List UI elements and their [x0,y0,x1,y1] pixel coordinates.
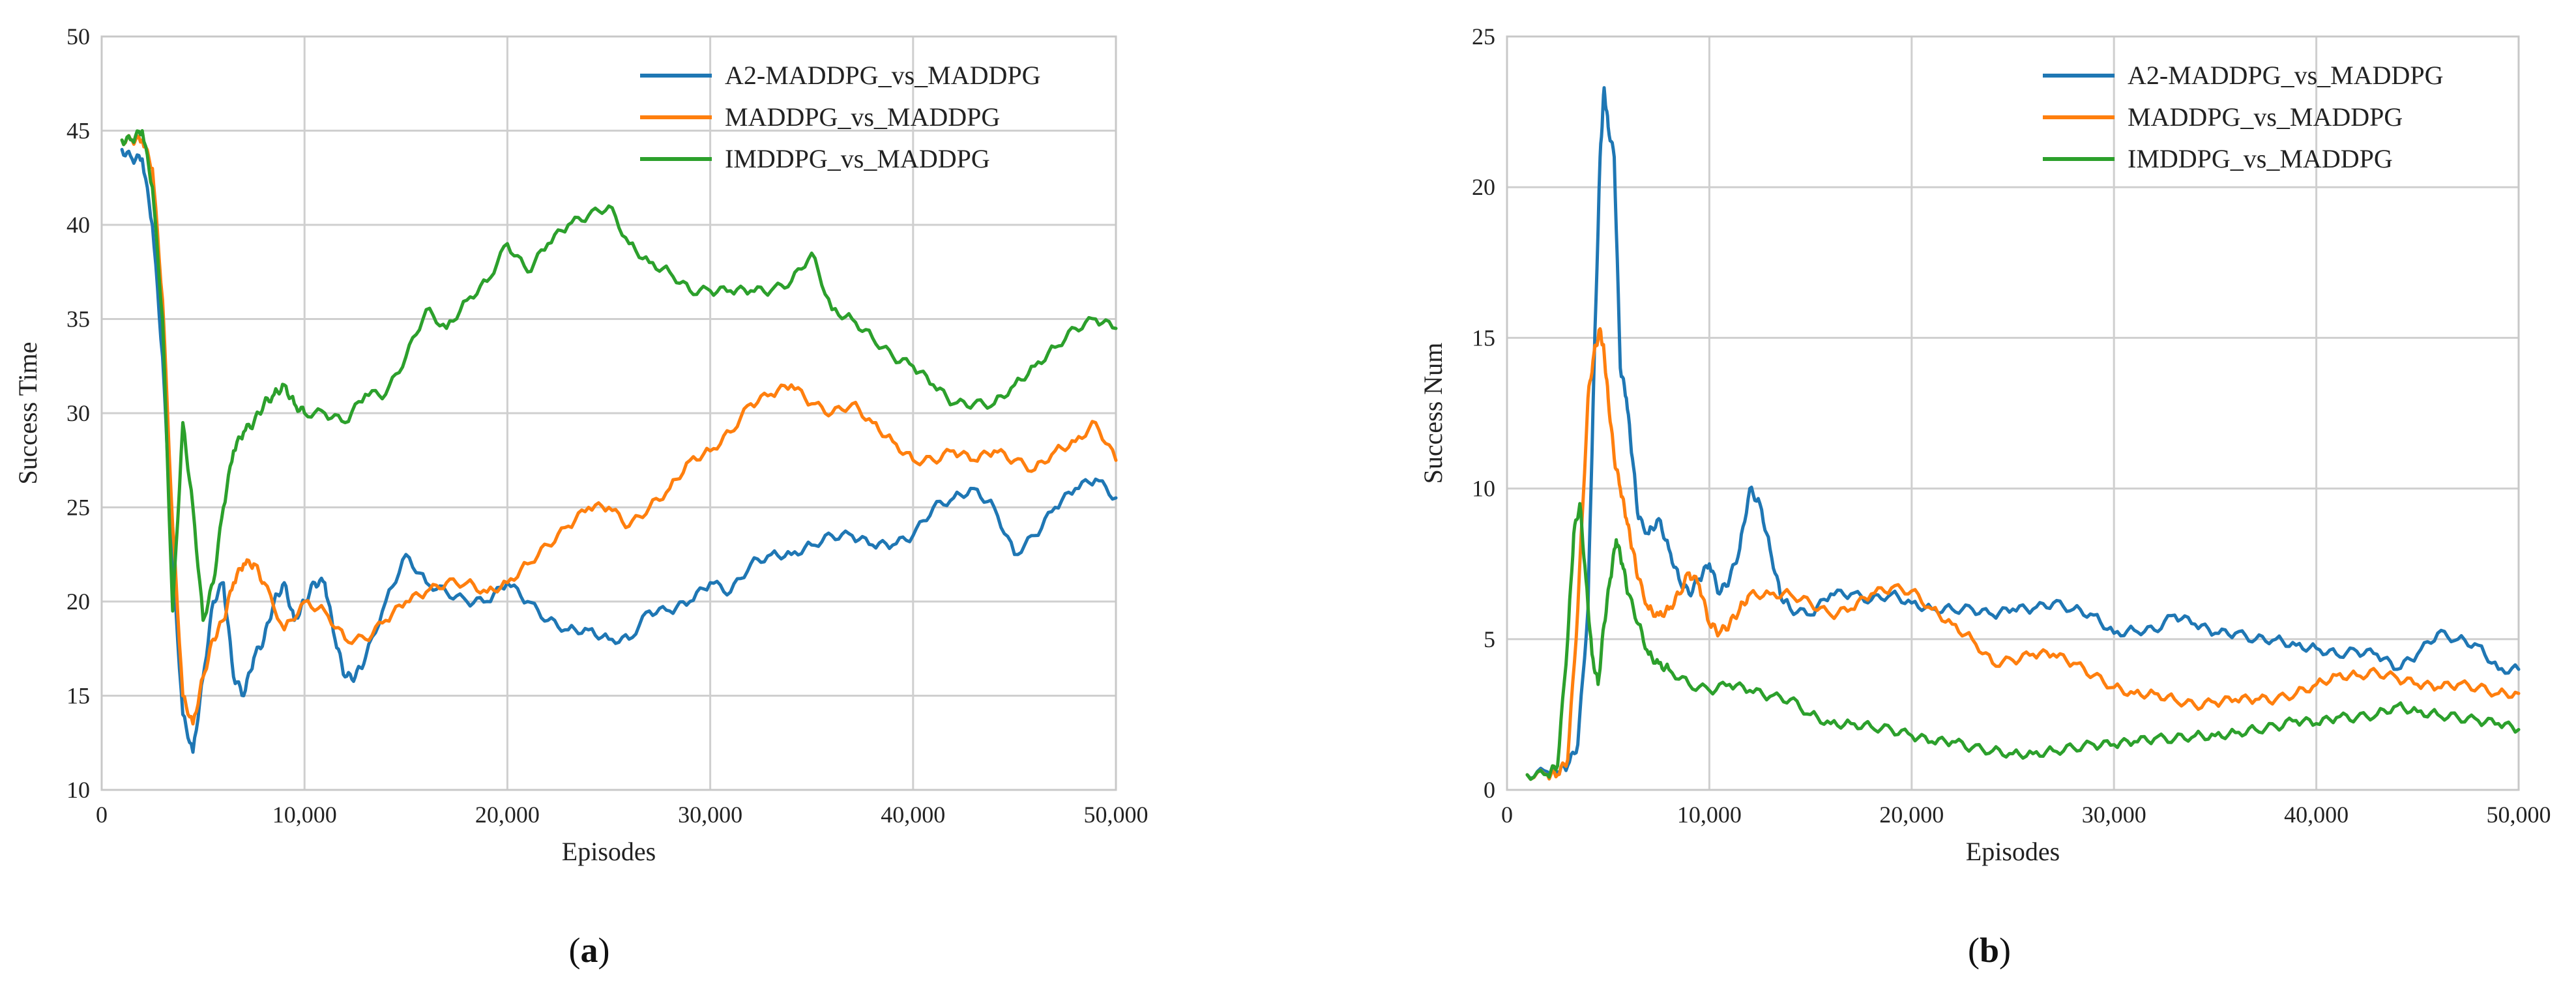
chart-b: 0 5 10 15 20 25 0 10,000 20,000 30,000 40,000 50,0… [1418,23,2551,970]
chart-a: 10 15 20 25 30 35 40 45 50 0 10,000 20,000 30,000 40… [13,23,1149,970]
chart-a-series-1-line [120,134,1118,726]
chart-a-legend-label-2: IMDDPG_vs_MADDPG [725,144,990,173]
chart-b-series-2-line [1525,502,2521,781]
chart-a-ytick-4: 30 [66,400,90,426]
chart-b-xtick-4: 40,000 [2284,802,2349,828]
chart-a-xtick-5: 50,000 [1084,802,1149,828]
chart-a-xtick-4: 40,000 [881,802,945,828]
chart-a-series-2-line [120,129,1118,622]
chart-b-ytick-1: 5 [1484,626,1495,652]
caption-a-open: ( [569,931,581,970]
chart-a-ytick-5: 35 [66,306,90,332]
chart-a-ytick-7: 45 [66,118,90,144]
chart-b-caption: (b) [1968,931,2011,970]
chart-b-series-0-line [1525,86,2521,780]
chart-a-frame [100,35,1117,791]
chart-b-xlabel: Episodes [1966,837,2060,866]
chart-b-series-1-line [1525,327,2521,781]
caption-a-close: ) [598,931,610,970]
chart-a-xtick-1: 10,000 [272,802,337,828]
caption-b-open: ( [1968,931,1980,970]
chart-a-xtick-2: 20,000 [475,802,540,828]
chart-a-caption: (a) [569,931,610,970]
chart-b-ytick-4: 20 [1472,174,1495,200]
chart-a-xtick-3: 30,000 [678,802,742,828]
chart-a-legend-label-0: A2-MADDPG_vs_MADDPG [725,61,1041,90]
chart-b-xtick-1: 10,000 [1677,802,1742,828]
chart-a-ytick-3: 25 [66,495,90,521]
chart-b-legend-label-2: IMDDPG_vs_MADDPG [2128,144,2393,173]
chart-b-xtick-5: 50,000 [2487,802,2551,828]
chart-b-ylabel: Success Num [1418,343,1448,484]
chart-a-ytick-1: 15 [66,683,90,709]
caption-b-letter: b [1980,931,1999,970]
chart-b-xtick-2: 20,000 [1879,802,1944,828]
chart-a-series-0-line [120,147,1118,754]
chart-b-ytick-2: 10 [1472,476,1495,502]
chart-b-xtick-0: 0 [1501,802,1513,828]
chart-a-xtick-0: 0 [96,802,108,828]
chart-b-ytick-0: 0 [1484,777,1495,803]
chart-a-ytick-8: 50 [66,23,90,50]
chart-a-ytick-0: 10 [66,777,90,803]
chart-b-legend-label-0: A2-MADDPG_vs_MADDPG [2128,61,2444,90]
caption-b-close: ) [1999,931,2011,970]
chart-a-xlabel: Episodes [562,837,656,866]
chart-b-frame [1506,35,2520,791]
chart-b-legend-label-1: MADDPG_vs_MADDPG [2128,102,2403,132]
chart-a-legend-label-1: MADDPG_vs_MADDPG [725,102,1000,132]
chart-b-ytick-5: 25 [1472,23,1495,50]
chart-b-xtick-3: 30,000 [2082,802,2146,828]
chart-a-ytick-6: 40 [66,212,90,238]
chart-b-ytick-3: 15 [1472,325,1495,351]
chart-a-ytick-2: 20 [66,588,90,615]
caption-a-letter: a [581,931,598,970]
chart-a-ylabel: Success Time [13,342,42,485]
